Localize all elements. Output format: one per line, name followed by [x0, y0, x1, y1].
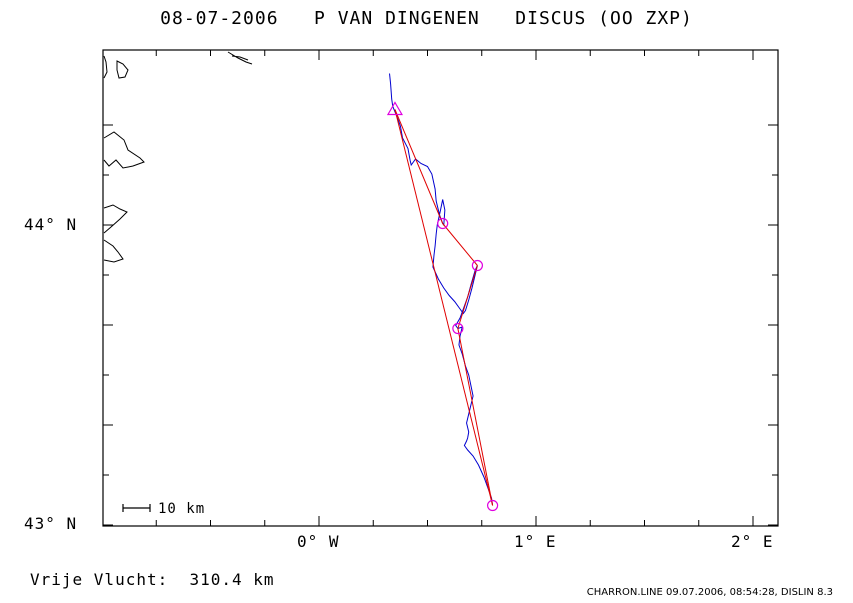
lon-label-1: 1° E: [514, 532, 557, 551]
turnpoint-marker-3: [452, 322, 464, 335]
coastline: [103, 51, 253, 263]
gps-track-line: [389, 73, 494, 506]
lat-label-44: 44° N: [24, 215, 78, 234]
map-frame: [102, 49, 779, 527]
glider-name: DISCUS (OO ZXP): [515, 8, 693, 29]
lat-label-43: 43° N: [24, 514, 78, 533]
task-leg-2: [442, 223, 478, 266]
task-leg-5: [394, 109, 494, 506]
task-lines: [394, 109, 494, 506]
coastline-west-2: [103, 204, 128, 263]
coastline-top-fragment: [227, 51, 253, 65]
coastline-west-1: [103, 131, 145, 169]
turnpoint-markers: [386, 101, 499, 512]
pilot-name: P VAN DINGENEN: [314, 8, 480, 29]
axis-ticks: [103, 50, 778, 526]
flight-distance: Vrije Vlucht: 310.4 km: [30, 570, 275, 589]
flight-date: 08-07-2006: [160, 8, 279, 29]
coastline-island-north: [103, 55, 129, 79]
start-point-marker: [386, 101, 403, 116]
turnpoint-marker-2: [471, 259, 484, 272]
task-leg-1: [394, 109, 444, 224]
scale-bar-label: 10 km: [158, 501, 206, 517]
flight-track: [389, 73, 494, 506]
turnpoint-marker-1: [437, 217, 449, 230]
footer-info: CHARRON.LINE 09.07.2006, 08:54:28, DISLI…: [586, 587, 833, 598]
chart-title: 08-07-2006 P VAN DINGENEN DISCUS (OO ZXP…: [0, 10, 853, 28]
task-leg-3: [457, 265, 478, 329]
turnpoint-marker-4: [487, 499, 499, 512]
lon-label-2: 2° E: [731, 532, 774, 551]
lon-label-0: 0° W: [297, 532, 340, 551]
task-leg-4: [457, 328, 494, 506]
scale-bar: [122, 504, 151, 512]
